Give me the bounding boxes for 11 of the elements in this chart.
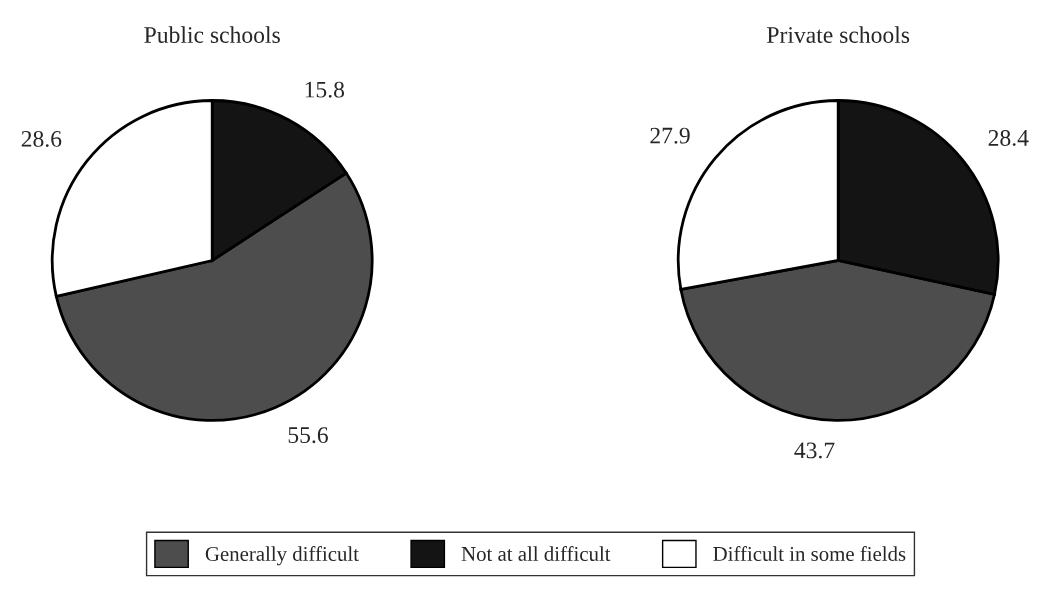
data-label: 43.7 xyxy=(794,442,835,459)
chart-title: Public schools xyxy=(144,26,280,43)
data-label: 55.6 xyxy=(288,427,328,444)
legend-label: Generally difficult xyxy=(205,546,359,566)
data-label: 15.8 xyxy=(305,81,345,98)
data-label: 28.6 xyxy=(21,130,62,147)
chart-title: Private schools xyxy=(767,26,910,43)
data-label: 28.4 xyxy=(988,129,1029,146)
legend-label: Not at all difficult xyxy=(461,546,611,561)
data-label: 27.9 xyxy=(650,127,690,144)
legend-label: Difficult in some fields xyxy=(713,546,906,561)
